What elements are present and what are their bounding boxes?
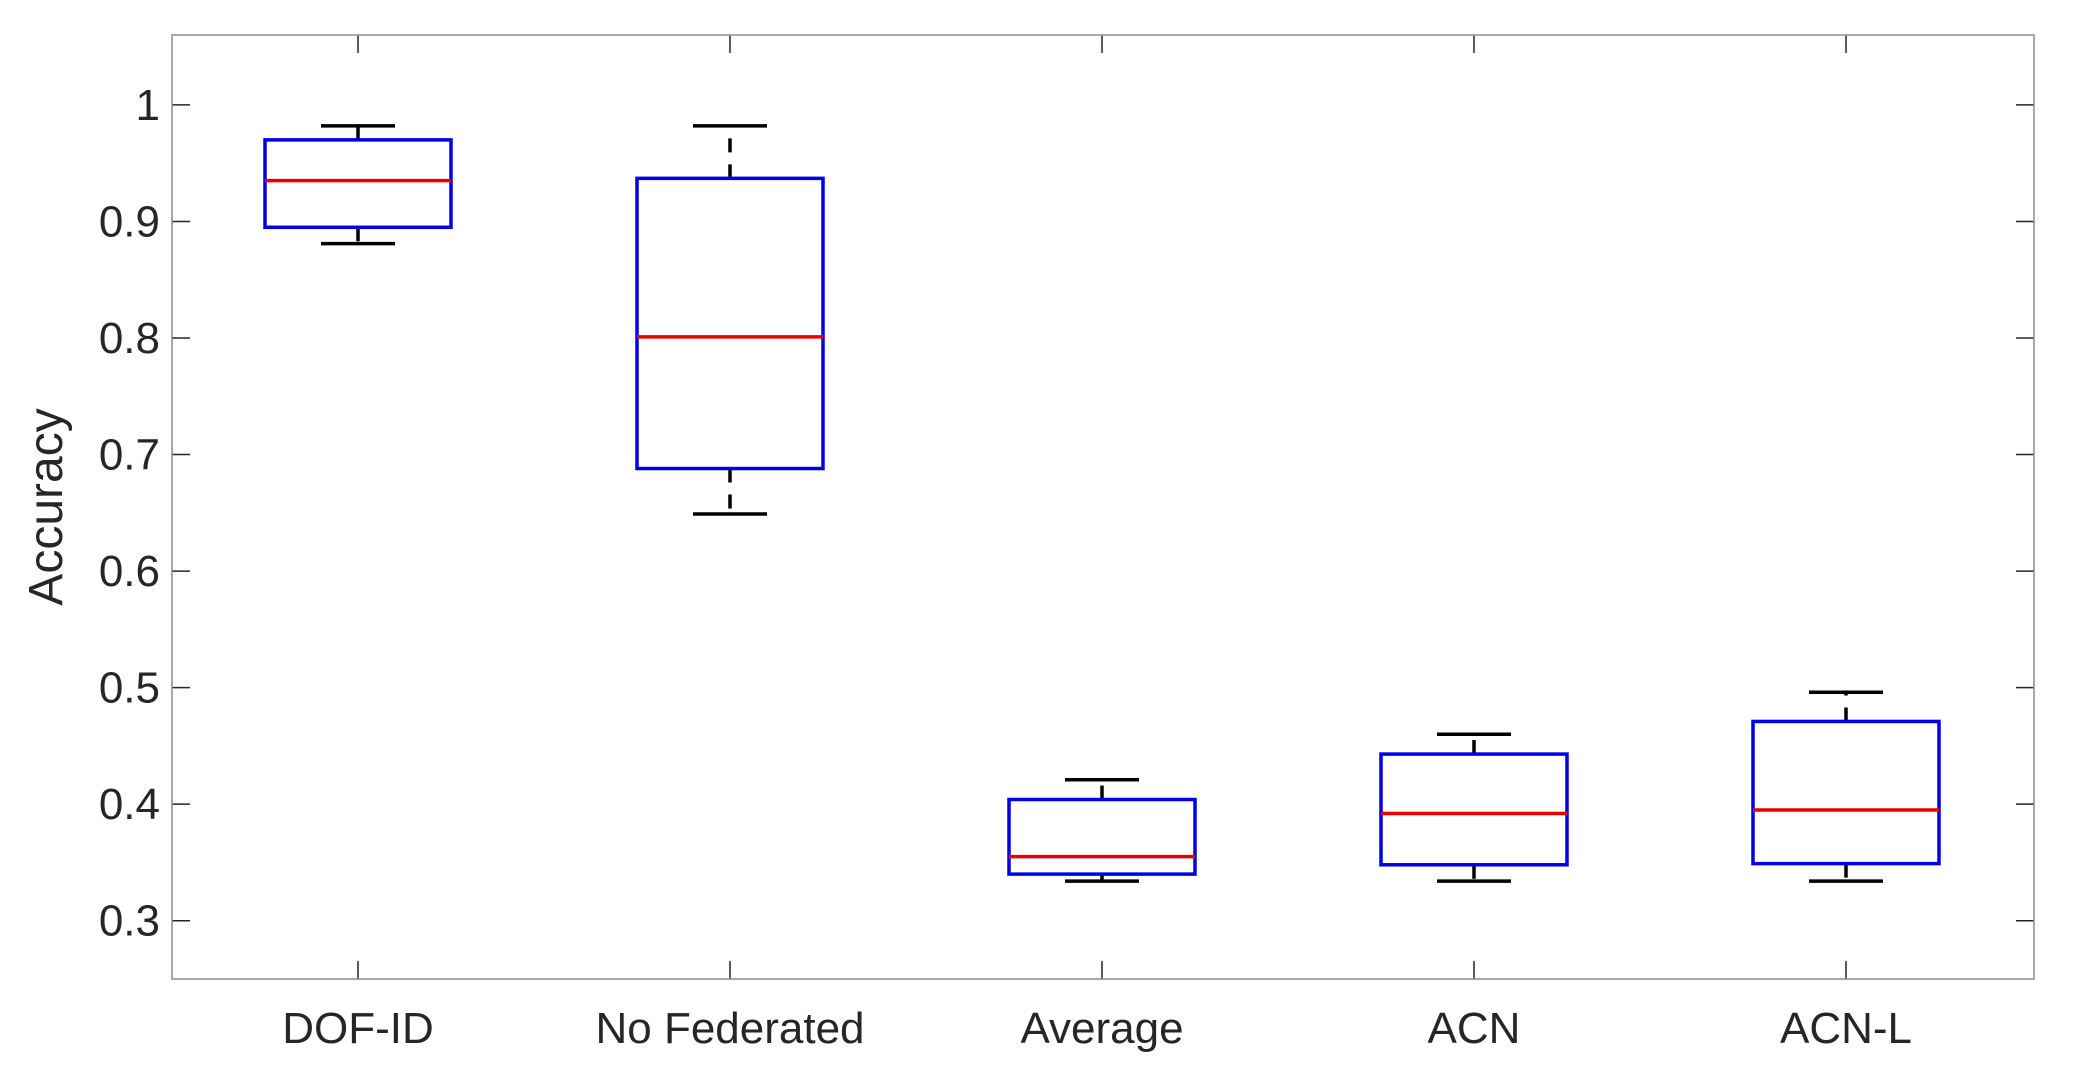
x-tick-label: No Federated <box>595 1004 864 1053</box>
box <box>1379 752 1569 867</box>
x-tick-label: ACN <box>1428 1004 1521 1053</box>
box <box>263 138 453 230</box>
x-axis: DOF-ID No Federated Average ACN ACN-L <box>282 35 1912 1053</box>
y-tick-label: 0.7 <box>99 431 160 480</box>
x-tick-label: Average <box>1020 1004 1183 1053</box>
box-group <box>1751 690 1941 883</box>
y-tick-label: 0.4 <box>99 780 160 829</box>
x-tick-label: DOF-ID <box>282 1004 434 1053</box>
box-group <box>1379 732 1569 883</box>
plot-frame <box>171 34 2035 980</box>
y-tick-label: 1 <box>136 81 160 130</box>
box-group <box>635 124 825 516</box>
y-tick-label: 0.9 <box>99 197 160 246</box>
y-tick-label: 0.8 <box>99 314 160 363</box>
y-tick-label: 0.5 <box>99 664 160 713</box>
box-group <box>1007 777 1197 883</box>
box <box>1751 719 1941 866</box>
y-tick-label: 0.3 <box>99 897 160 946</box>
box-group <box>263 124 453 246</box>
box <box>1007 797 1197 876</box>
y-tick-label: 0.6 <box>99 547 160 596</box>
x-tick-label: ACN-L <box>1780 1004 1912 1053</box>
y-axis: 0.3 0.4 0.5 0.6 0.7 0.8 0.9 1 <box>99 81 2034 946</box>
y-axis-title: Accuracy <box>20 408 73 605</box>
boxes <box>263 124 1941 883</box>
box <box>635 176 825 471</box>
